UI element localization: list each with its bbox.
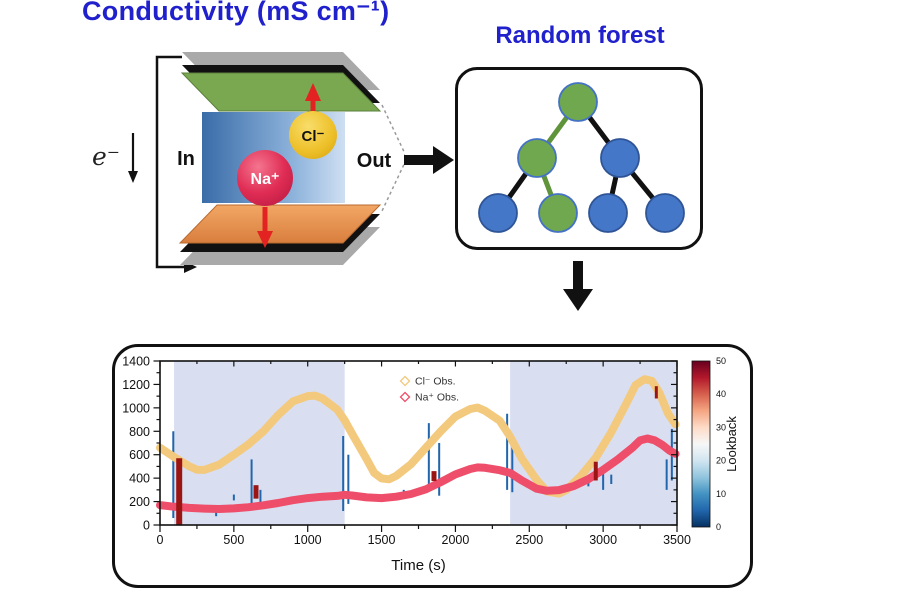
colorbar-tick-label: 10 [716,489,726,499]
y-tick-label: 800 [129,425,150,439]
legend: Cl⁻ Obs. Na⁺ Obs. [399,375,459,404]
anion-label: Cl⁻ [302,128,325,145]
flow-arrow-right-icon [398,138,458,182]
x-tick-label: 2000 [442,533,470,547]
colorbar-tick-label: 40 [716,389,726,399]
colorbar-tick-labels: 0 10 20 30 40 50 [716,356,726,532]
bottom-electrode [178,204,382,265]
cation-arrow-icon [257,207,273,248]
tree-node-lr [538,193,578,233]
y-tick-label: 0 [143,519,150,533]
colorbar-tick-label: 20 [716,456,726,466]
colorbar-tick-label: 50 [716,356,726,366]
y-tick-labels: 0 200 400 600 800 1000 1200 1400 [122,355,150,533]
colorbar-title: Lookback [724,416,739,472]
y-tick-label: 400 [129,472,150,486]
x-tick-label: 1500 [368,533,396,547]
y-tick-label: 200 [129,495,150,509]
electron-arrow-icon [128,133,138,183]
x-tick-label: 2500 [515,533,543,547]
y-tick-label: 1200 [122,378,150,392]
series-band-1 [156,434,680,513]
tree-node-ll [478,193,518,233]
cation-label: Na⁺ [251,171,280,188]
series-band-0 [156,375,680,498]
legend-label: Na⁺ Obs. [415,392,459,404]
legend-label: Cl⁻ Obs. [415,376,456,388]
forest-title: Random forest [495,22,665,49]
axis-ticks [153,360,678,532]
cell-svg: e⁻ In Out [92,52,408,273]
anion-circle [289,111,337,159]
inlet-label: In [177,148,195,170]
tree-node-root [558,82,598,122]
x-axis-title: Time (s) [391,557,445,574]
y-tick-label: 600 [129,448,150,462]
x-tick-labels: 0 500 1000 1500 2000 2500 3000 3500 [157,533,691,547]
colorbar [691,360,711,528]
y-tick-label: 1000 [122,401,150,415]
tree-node-rr [645,193,685,233]
outlet-dashed-edge [381,104,408,212]
colorbar-tick-label: 30 [716,422,726,432]
colorbar-tick-label: 0 [716,522,721,532]
tree-node-l [517,138,557,178]
cell-schematic: e⁻ In Out [60,45,408,290]
spikes-red [176,386,658,525]
prediction-chart-panel: 0 500 1000 1500 2000 2500 3000 3500 0 200 400 600 80… [112,344,753,588]
x-tick-label: 0 [157,533,164,547]
x-tick-label: 3000 [589,533,617,547]
top-electrode [180,52,382,112]
tree-node-r [600,138,640,178]
flow-arrow-down-icon [552,258,604,314]
cation-circle [237,150,293,206]
x-tick-label: 1000 [294,533,322,547]
legend-marker [399,391,411,403]
x-tick-label: 500 [223,533,244,547]
forest-svg [478,82,685,233]
outlet-label: Out [357,150,392,172]
forest-box [455,67,703,250]
tree-node-rl [588,193,628,233]
electron-label: e⁻ [92,142,120,171]
chart-svg: 0 500 1000 1500 2000 2500 3000 3500020040060080… [122,355,739,575]
x-tick-label: 3500 [663,533,691,547]
legend-marker [399,375,411,387]
y-tick-label: 1400 [122,355,150,369]
main-title: Conductivity (mS cm⁻¹) [82,0,390,26]
